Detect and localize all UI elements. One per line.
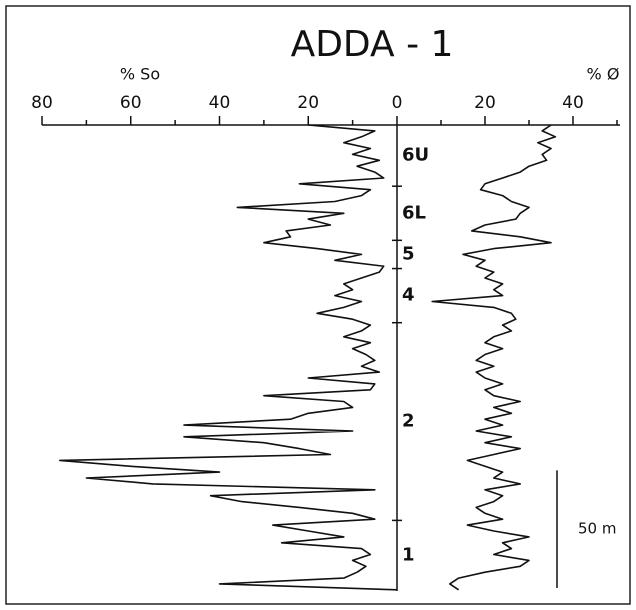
x-tick-label: 40 [209,93,231,113]
zone-label: 6U [402,145,429,166]
x2-axis-label: % Ø [587,65,620,84]
scale-bar-label: 50 m [578,520,616,538]
log-curve [431,124,557,591]
zone-label: 5 [402,243,415,264]
x-tick-label: 60 [120,93,142,113]
zone-label: 1 [402,545,415,566]
zone-label: 6L [402,202,426,223]
x-tick-label: 20 [297,93,319,113]
x2-tick-label: 40 [562,93,584,113]
x-tick-label: 0 [392,93,403,113]
log-curve [59,124,398,591]
x2-tick-label: 20 [474,93,496,113]
chart-title: ADDA - 1 [291,24,454,65]
zone-label: 2 [402,411,415,432]
zone-label: 4 [402,285,415,306]
x-tick-label: 80 [31,93,53,113]
x-axis-label: % So [120,65,160,84]
frame [5,5,631,605]
